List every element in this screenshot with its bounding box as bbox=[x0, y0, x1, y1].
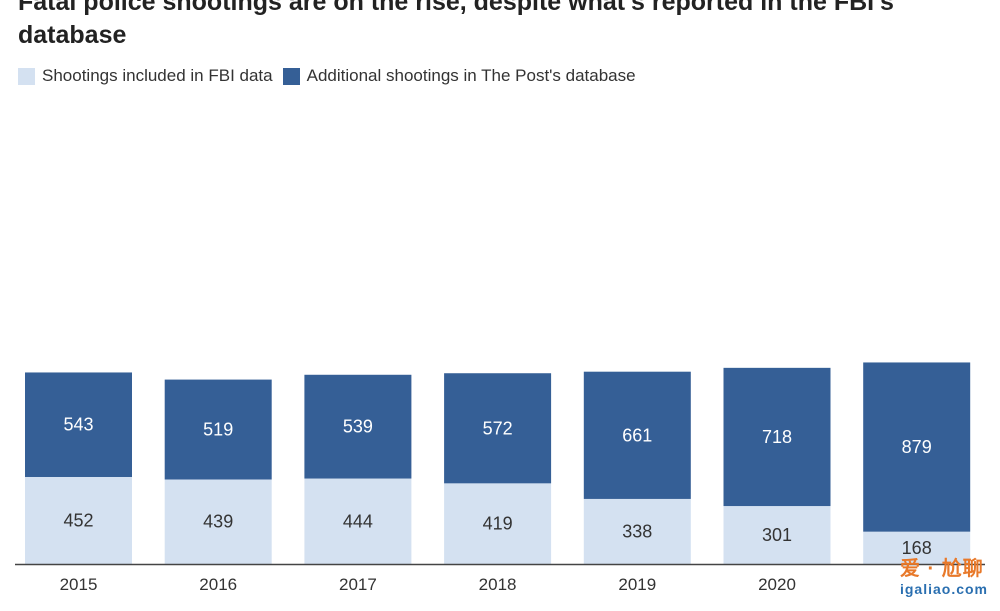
x-tick-label: 2020 bbox=[758, 575, 796, 594]
legend-swatch-post bbox=[282, 67, 300, 85]
bar-fbi-last bbox=[863, 531, 971, 564]
legend-item-post: Additional shootings in The Post's datab… bbox=[282, 66, 636, 86]
x-tick-label: 2017 bbox=[339, 575, 377, 594]
bar-fbi-2020 bbox=[723, 506, 831, 564]
x-tick-label: 2018 bbox=[479, 575, 517, 594]
legend-label-post: Additional shootings in The Post's datab… bbox=[306, 66, 636, 85]
data-label: 539 bbox=[343, 417, 373, 437]
bar-post-2015 bbox=[25, 372, 132, 477]
legend-label-fbi: Shootings included in FBI data bbox=[42, 66, 273, 85]
data-label: 543 bbox=[63, 415, 93, 435]
data-label: 572 bbox=[483, 418, 513, 438]
data-label: 444 bbox=[343, 511, 373, 531]
legend-item-fbi: Shootings included in FBI data bbox=[18, 66, 273, 86]
bar-post-2019 bbox=[583, 371, 691, 499]
data-label: 301 bbox=[762, 525, 792, 545]
data-label: 718 bbox=[762, 427, 792, 447]
data-label: 519 bbox=[203, 420, 233, 440]
bar-fbi-2018 bbox=[444, 483, 552, 564]
x-tick-label: 2016 bbox=[199, 575, 237, 594]
data-label: 439 bbox=[203, 512, 233, 532]
data-label: 168 bbox=[902, 538, 932, 558]
legend-swatch-fbi bbox=[18, 67, 35, 85]
bar-post-last bbox=[863, 362, 971, 532]
bar-fbi-2017 bbox=[304, 478, 412, 564]
bar-post-2016 bbox=[164, 379, 272, 480]
x-tick-label: 2015 bbox=[60, 575, 98, 594]
data-label: 452 bbox=[63, 510, 93, 530]
bar-post-2018 bbox=[444, 373, 552, 484]
bar-post-2020 bbox=[723, 367, 831, 507]
watermark-logo: 爱 · 尬聊 igaliao.com bbox=[900, 552, 988, 597]
bar-fbi-2016 bbox=[164, 479, 272, 564]
data-label: 338 bbox=[622, 521, 652, 541]
data-label: 661 bbox=[622, 425, 652, 445]
x-tick-label: 2019 bbox=[618, 575, 656, 594]
chart-title: Fatal police shootings are on the rise, … bbox=[18, 0, 894, 49]
bar-fbi-2015 bbox=[25, 476, 132, 564]
watermark-subtext: igaliao.com bbox=[899, 581, 988, 597]
bar-fbi-2019 bbox=[583, 498, 691, 564]
legend: Shootings included in FBI data Additiona… bbox=[18, 66, 646, 86]
data-label: 419 bbox=[483, 514, 513, 534]
bar-post-2017 bbox=[304, 374, 412, 479]
watermark-text: 爱 · 尬聊 bbox=[899, 558, 984, 580]
data-label: 879 bbox=[902, 437, 932, 457]
